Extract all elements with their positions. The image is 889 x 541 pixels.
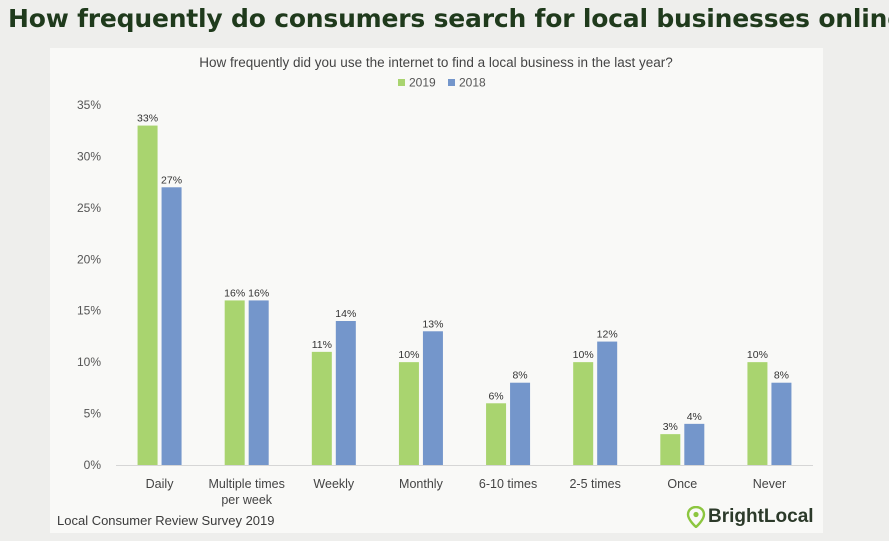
x-category-label: Monthly	[399, 477, 444, 491]
map-pin-icon	[686, 506, 706, 528]
data-label-2019: 33%	[137, 113, 158, 125]
data-label-2018: 8%	[774, 370, 789, 382]
bar-2018	[597, 341, 618, 465]
data-label-2019: 6%	[488, 390, 503, 402]
chart-panel: How frequently did you use the internet …	[50, 48, 823, 533]
page-headline: How frequently do consumers search for l…	[8, 4, 889, 33]
y-tick-label: 15%	[77, 304, 101, 318]
bar-2018	[161, 187, 182, 466]
bar-2018	[684, 423, 705, 465]
bar-chart: How frequently did you use the internet …	[77, 55, 813, 507]
data-label-2019: 11%	[312, 339, 332, 351]
x-category-label: per week	[221, 493, 272, 507]
y-tick-label: 25%	[77, 201, 101, 215]
source-note: Local Consumer Review Survey 2019	[57, 513, 275, 528]
legend-label-2018: 2018	[459, 76, 486, 90]
x-category-label: Once	[667, 477, 697, 491]
y-tick-label: 30%	[77, 149, 101, 163]
legend-swatch-2019	[398, 79, 405, 86]
data-label-2019: 16%	[224, 287, 245, 299]
bar-2019	[398, 362, 419, 465]
brightlocal-logo: BrightLocal	[686, 506, 814, 528]
bar-2019	[311, 351, 332, 465]
x-category-label: Daily	[146, 477, 175, 491]
x-category-label: Never	[753, 477, 786, 491]
bar-2019	[573, 362, 594, 465]
y-tick-label: 5%	[84, 407, 102, 421]
data-label-2018: 14%	[335, 308, 356, 320]
data-label-2018: 16%	[248, 287, 269, 299]
x-category-label: 6-10 times	[479, 477, 537, 491]
data-label-2018: 8%	[512, 370, 527, 382]
y-tick-label: 35%	[77, 98, 101, 112]
data-label-2019: 3%	[663, 421, 678, 433]
data-label-2019: 10%	[398, 349, 419, 361]
bar-2019	[137, 125, 158, 466]
legend-label-2019: 2019	[409, 76, 436, 90]
chart-title: How frequently did you use the internet …	[199, 55, 673, 70]
bar-2019	[224, 300, 245, 465]
bar-2018	[248, 300, 269, 465]
x-category-label: 2-5 times	[569, 477, 620, 491]
bar-2019	[660, 434, 681, 465]
y-tick-label: 0%	[84, 458, 102, 472]
data-label-2018: 27%	[161, 174, 182, 186]
x-category-label: Weekly	[313, 477, 355, 491]
legend-swatch-2018	[448, 79, 455, 86]
y-tick-label: 10%	[77, 355, 101, 369]
data-label-2019: 10%	[747, 349, 768, 361]
data-label-2018: 4%	[687, 411, 702, 423]
bar-2019	[747, 362, 768, 465]
data-label-2018: 12%	[597, 329, 618, 341]
bar-2018	[422, 331, 443, 465]
x-category-label: Multiple times	[208, 477, 284, 491]
bar-2019	[486, 403, 507, 465]
y-tick-label: 20%	[77, 252, 101, 266]
data-label-2018: 13%	[422, 318, 443, 330]
bar-2018	[335, 321, 356, 465]
data-label-2019: 10%	[573, 349, 594, 361]
brand-name: BrightLocal	[708, 506, 814, 527]
bar-2018	[510, 382, 531, 465]
bar-2018	[771, 382, 792, 465]
